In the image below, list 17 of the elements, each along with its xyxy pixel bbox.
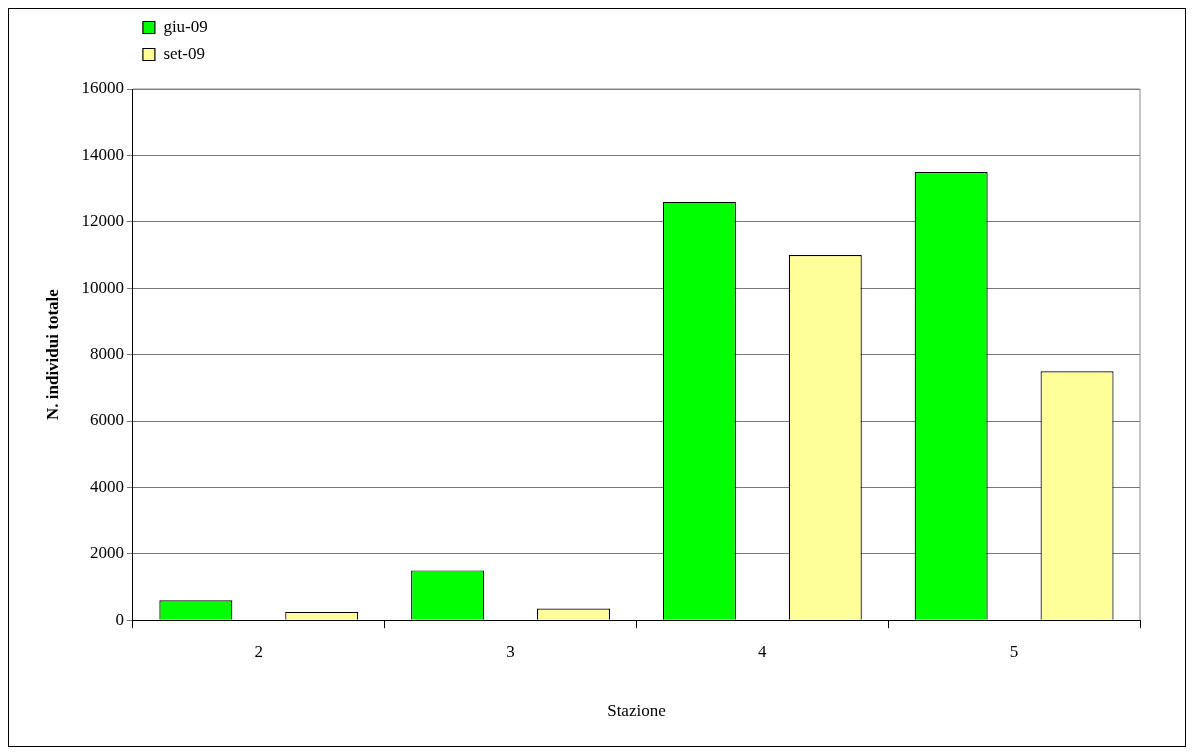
y-tick-label: 4000 <box>89 476 124 496</box>
x-tick-label: 3 <box>506 641 515 661</box>
y-tick-label: 16000 <box>81 78 124 98</box>
y-tick-label: 2000 <box>89 543 124 563</box>
y-axis-title: N. individui totale <box>42 288 62 421</box>
x-tick-label: 2 <box>254 641 264 661</box>
y-tick-label: 6000 <box>89 410 124 430</box>
y-tick-label: 14000 <box>81 144 124 164</box>
y-tick-label: 8000 <box>89 344 124 364</box>
legend-label: set-09 <box>163 43 205 63</box>
legend-label: giu-09 <box>163 16 208 36</box>
x-tick-label: 5 <box>1009 641 1019 661</box>
x-axis-title: Stazione <box>607 701 666 721</box>
x-tick-label: 4 <box>758 641 768 661</box>
y-tick-label: 10000 <box>81 277 124 297</box>
y-tick-label: 12000 <box>81 211 124 231</box>
y-tick-label: 0 <box>115 609 124 629</box>
